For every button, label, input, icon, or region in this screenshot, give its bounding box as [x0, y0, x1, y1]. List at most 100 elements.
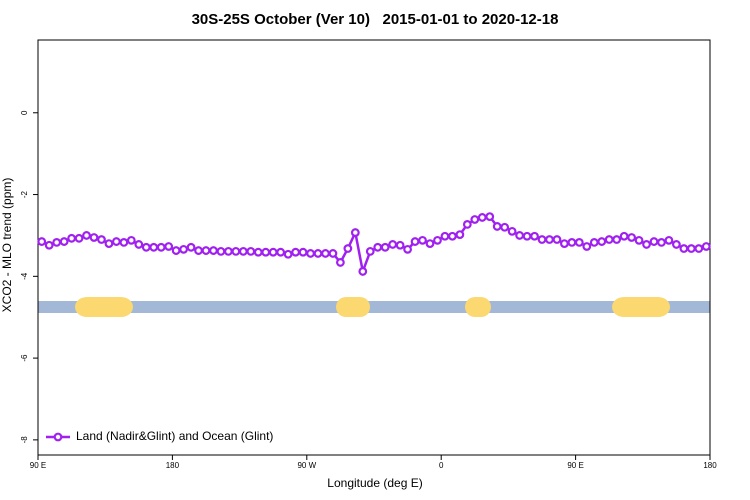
data-point — [231, 246, 241, 256]
data-point — [350, 228, 360, 237]
data-point — [686, 244, 696, 253]
data-point — [515, 231, 524, 240]
data-point — [126, 235, 136, 245]
data-point — [522, 231, 532, 241]
data-point — [440, 231, 450, 241]
data-point — [111, 237, 121, 246]
land-patch — [465, 297, 491, 317]
x-tick-label: 90 E — [30, 461, 46, 470]
data-point — [276, 247, 286, 257]
data-point — [410, 237, 420, 246]
data-point — [171, 246, 181, 255]
ocean-band — [38, 301, 710, 313]
data-point — [149, 242, 159, 252]
legend-marker — [53, 432, 63, 442]
data-point — [552, 235, 562, 244]
x-tick-label: 180 — [166, 461, 180, 470]
data-point — [119, 237, 129, 247]
data-point — [104, 239, 114, 249]
data-point — [619, 231, 629, 241]
data-point — [507, 226, 517, 236]
chart-title: 30S-25S October (Ver 10) 2015-01-01 to 2… — [192, 11, 559, 28]
x-tick-label: 0 — [439, 461, 444, 470]
data-point — [74, 233, 84, 243]
data-point — [560, 239, 569, 249]
data-point — [627, 233, 636, 242]
data-point — [604, 235, 614, 244]
data-point — [403, 244, 413, 254]
x-tick-label: 180 — [703, 461, 717, 470]
data-point — [395, 240, 405, 250]
data-point — [462, 219, 472, 229]
data-point — [448, 231, 457, 241]
data-point — [664, 235, 674, 245]
y-tick-label: -2 — [20, 190, 29, 198]
data-point — [59, 237, 69, 246]
data-point — [261, 247, 271, 257]
data-point — [52, 237, 62, 247]
data-point — [156, 242, 166, 252]
data-point — [343, 244, 353, 253]
data-point — [313, 249, 323, 258]
data-point — [373, 242, 383, 252]
x-tick-label: 90 E — [567, 461, 583, 470]
data-point — [253, 247, 263, 257]
land-patch — [612, 297, 670, 317]
data-point — [470, 215, 480, 224]
x-axis-label: Longitude (deg E) — [327, 476, 422, 490]
data-point — [634, 235, 644, 245]
data-point — [589, 237, 599, 247]
data-point — [336, 258, 345, 267]
data-point — [238, 246, 248, 256]
data-point — [216, 246, 226, 256]
data-point — [201, 246, 211, 255]
data-point — [223, 246, 233, 256]
data-point — [365, 246, 375, 256]
data-point — [418, 235, 427, 245]
data-point — [246, 246, 256, 256]
data-point — [597, 237, 607, 246]
data-point — [97, 235, 106, 244]
data-point — [291, 247, 301, 257]
data-point — [268, 247, 278, 257]
data-point — [328, 249, 338, 258]
data-point — [649, 237, 659, 246]
y-tick-label: -4 — [20, 272, 29, 280]
data-point — [492, 222, 502, 231]
data-point — [141, 242, 151, 252]
data-point — [298, 247, 308, 257]
y-axis-label: XCO2 - MLO trend (ppm) — [0, 178, 14, 313]
x-tick-label: 90 W — [297, 461, 316, 470]
surface-band — [38, 297, 710, 317]
data-point — [179, 244, 189, 254]
data-point — [672, 240, 681, 249]
data-point — [82, 231, 91, 240]
data-point — [567, 237, 577, 247]
data-point — [612, 235, 622, 244]
data-point — [67, 233, 76, 243]
data-point — [306, 249, 315, 258]
data-point — [642, 240, 651, 249]
data-point — [455, 230, 465, 240]
data-point — [425, 239, 435, 249]
data-point — [89, 233, 99, 242]
data-point — [657, 237, 666, 247]
legend-label: Land (Nadir&Glint) and Ocean (Glint) — [76, 429, 273, 443]
data-point — [545, 235, 554, 244]
data-point — [134, 240, 144, 249]
data-point — [477, 213, 487, 222]
land-patch — [336, 297, 370, 317]
data-point — [209, 246, 218, 255]
y-tick-label: 0 — [20, 110, 29, 115]
data-point — [433, 235, 442, 245]
data-point — [283, 249, 293, 259]
data-point — [358, 267, 368, 276]
data-point — [537, 235, 547, 244]
data-point — [164, 242, 174, 251]
data-point — [701, 242, 711, 251]
data-point — [582, 242, 592, 251]
data-point — [388, 240, 398, 249]
land-patch — [75, 297, 133, 317]
data-point — [679, 244, 689, 253]
